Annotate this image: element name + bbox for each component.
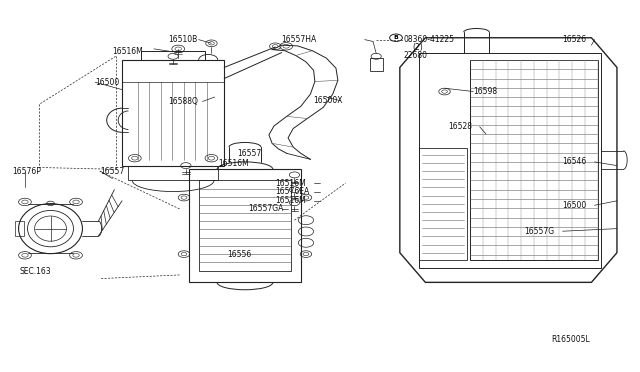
Text: R165005L: R165005L (551, 335, 590, 344)
Text: 16598: 16598 (473, 87, 497, 96)
Text: 22680: 22680 (403, 51, 427, 60)
Text: B: B (394, 35, 399, 40)
Text: 16557HA: 16557HA (282, 35, 317, 44)
Text: 16556: 16556 (227, 250, 252, 259)
Text: 16510B: 16510B (168, 35, 197, 44)
Text: 16546: 16546 (563, 157, 587, 166)
Text: 16516M: 16516M (113, 47, 143, 56)
Text: 16528: 16528 (448, 122, 472, 131)
Text: 16557: 16557 (237, 149, 261, 158)
Text: (2): (2) (413, 43, 423, 52)
Text: 16516M: 16516M (275, 179, 306, 187)
Text: 16500X: 16500X (314, 96, 343, 105)
Text: 16557G: 16557G (524, 227, 554, 236)
Text: 16500: 16500 (95, 78, 120, 87)
Text: 16576EA: 16576EA (275, 187, 310, 196)
Text: 08360-41225: 08360-41225 (403, 35, 454, 44)
Text: 16557GA: 16557GA (248, 205, 284, 214)
Text: SEC.163: SEC.163 (20, 267, 51, 276)
Text: 16588Q: 16588Q (168, 97, 198, 106)
Text: 16576P: 16576P (12, 167, 41, 176)
Text: 16557: 16557 (100, 167, 125, 176)
Text: 16500: 16500 (563, 201, 587, 210)
Text: 16516M: 16516M (275, 196, 306, 205)
Text: 16526: 16526 (563, 35, 587, 44)
Text: 16516M: 16516M (218, 159, 248, 168)
